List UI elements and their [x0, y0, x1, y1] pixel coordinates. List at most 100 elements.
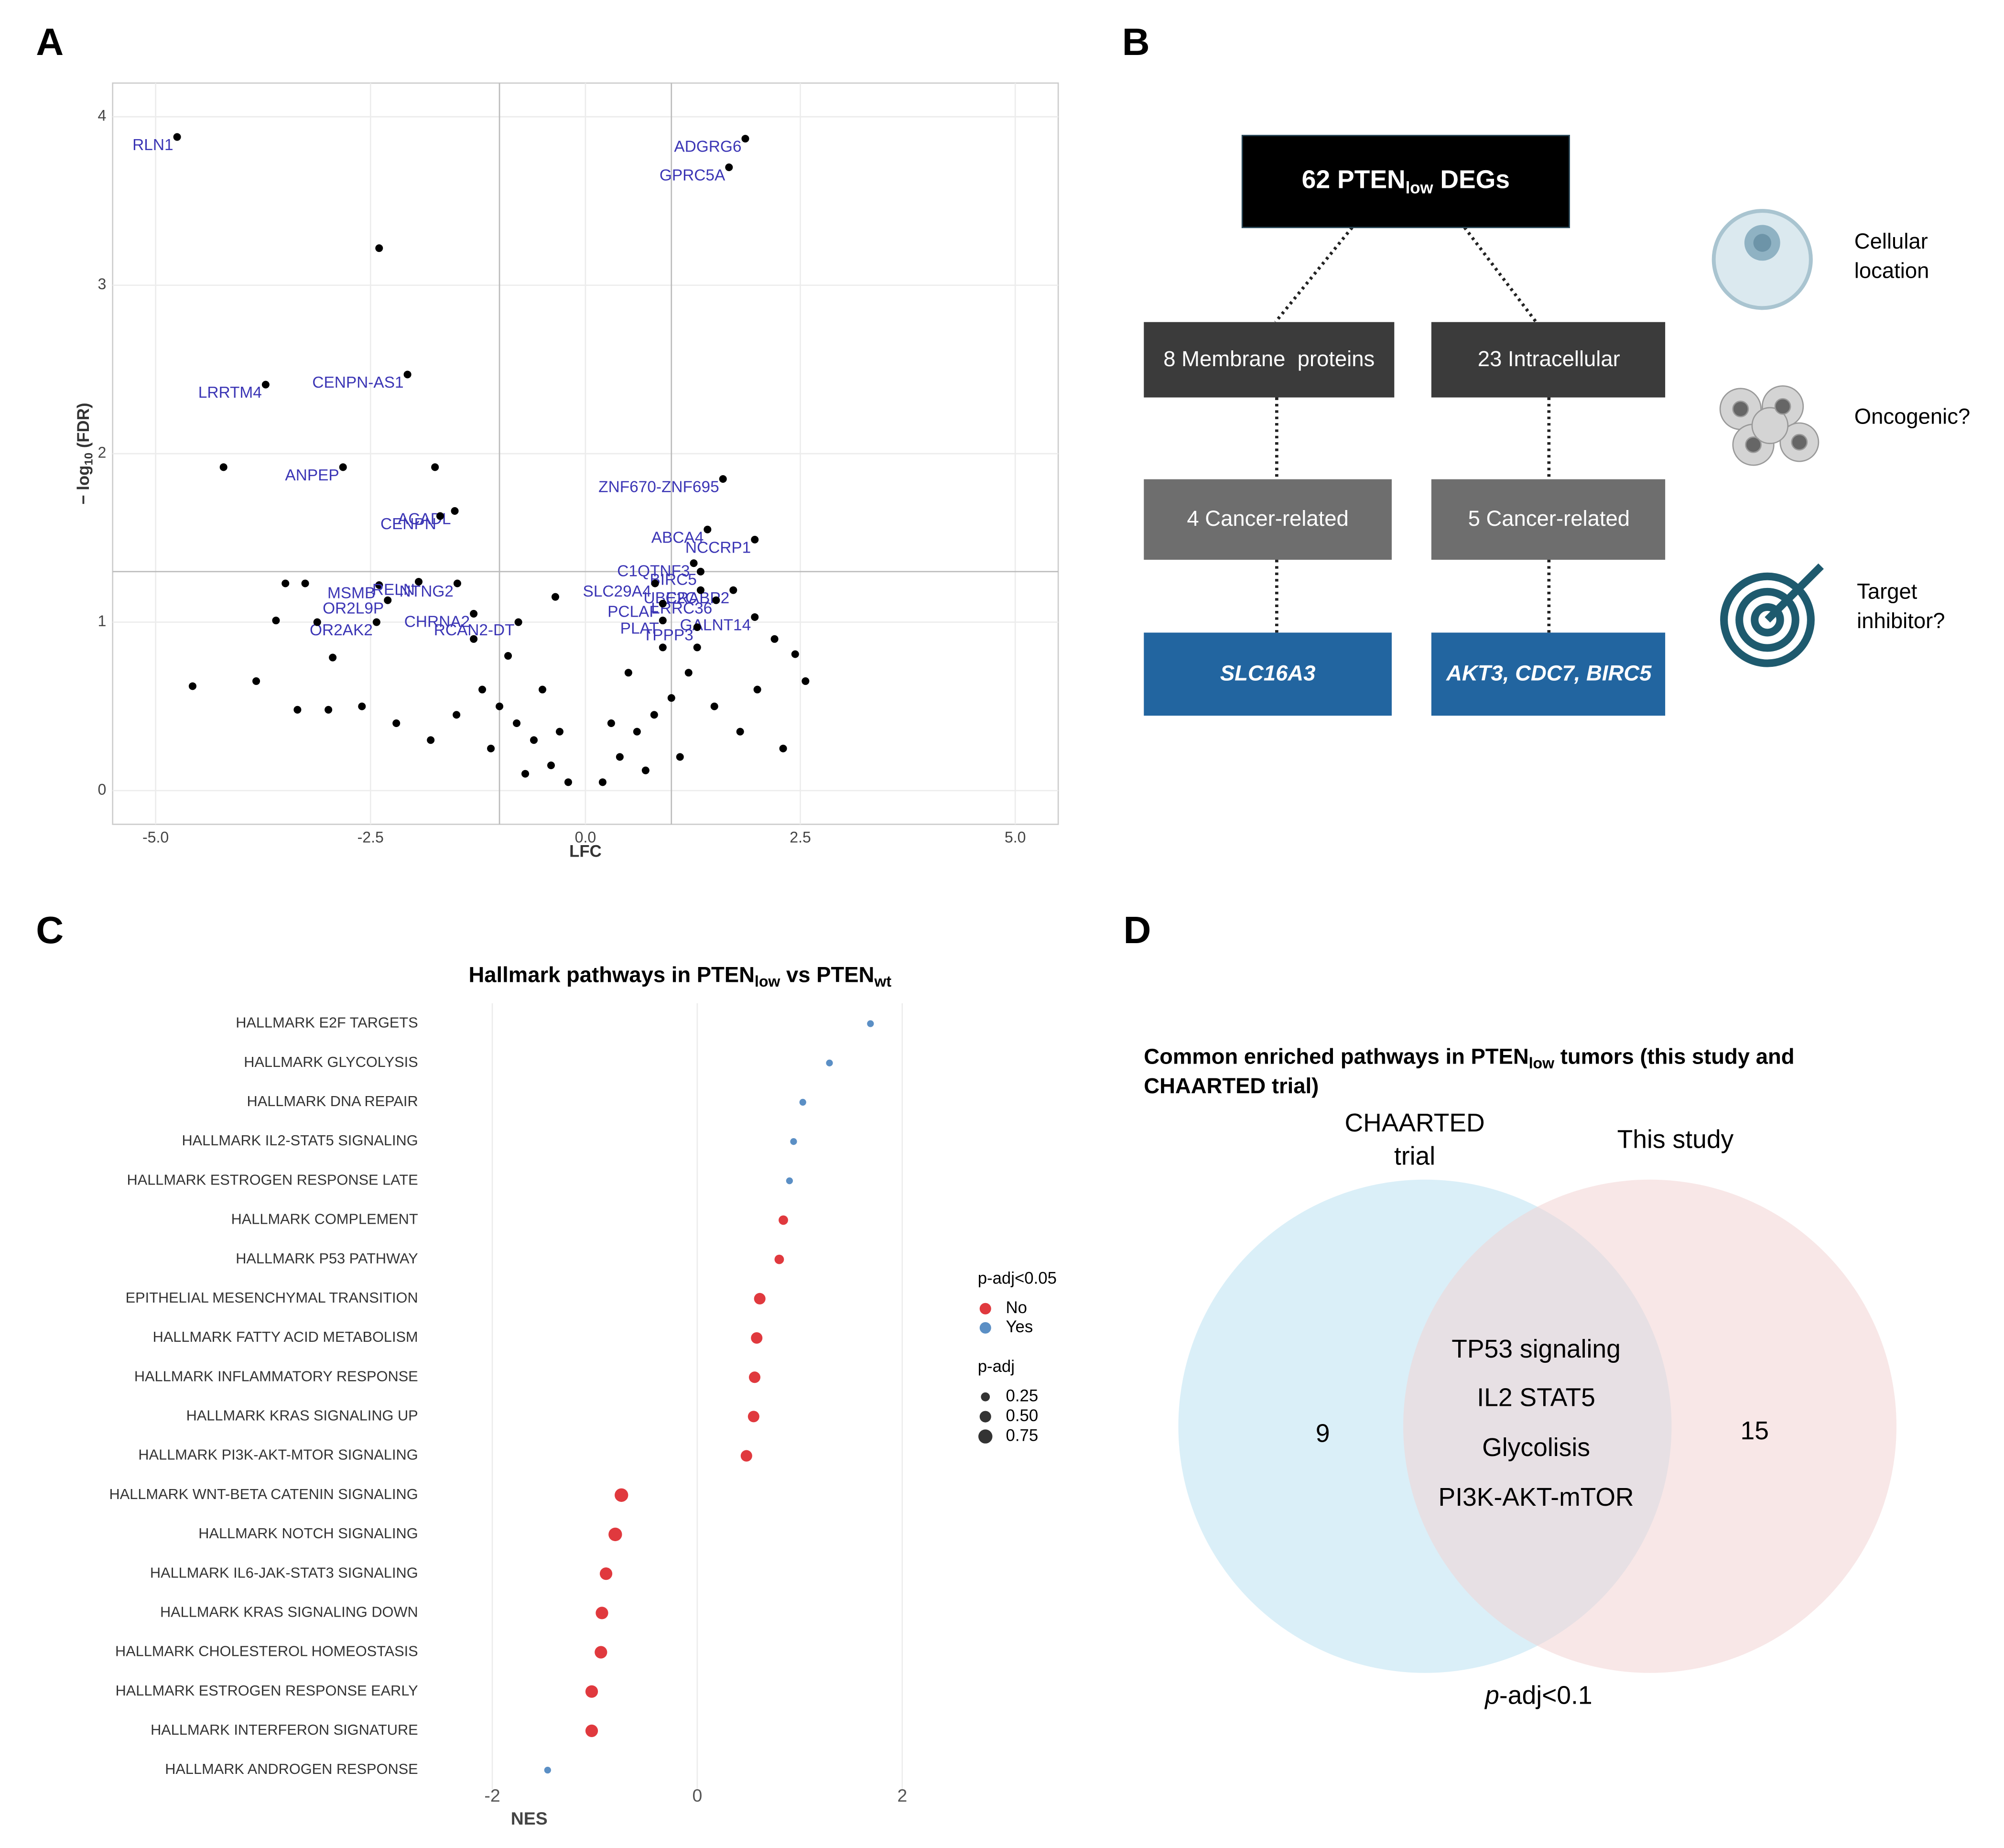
legend-swatch — [979, 1322, 991, 1334]
criterion: Target — [1857, 579, 1917, 604]
x-tick-label: 5.0 — [1005, 828, 1026, 846]
point — [779, 744, 787, 752]
point-label: CENPN — [380, 515, 436, 533]
branch-label: 8 Membrane proteins — [1163, 347, 1375, 371]
point — [339, 463, 347, 471]
y-tick-label: HALLMARK INTERFERON SIGNATURE — [151, 1721, 418, 1738]
point-label: ABCA4 — [651, 529, 704, 546]
legend-swatch — [979, 1303, 991, 1315]
chart-title: Hallmark pathways in PTENlow vs PTENwt — [468, 963, 891, 990]
dot — [867, 1020, 874, 1027]
y-tick-label: HALLMARK FATTY ACID METABOLISM — [153, 1328, 418, 1345]
panel-label: A — [36, 20, 64, 63]
point — [802, 677, 810, 685]
note-text: -adj<0.1 — [1499, 1682, 1592, 1710]
title-text: Common enriched pathways in PTEN — [1144, 1044, 1528, 1069]
point — [530, 736, 538, 744]
root-box — [1241, 135, 1570, 228]
branch-box — [1431, 322, 1666, 398]
point — [470, 635, 478, 643]
target-icon — [1720, 563, 1824, 667]
dot — [774, 1254, 784, 1264]
point — [607, 719, 615, 728]
x-axis-label: NES — [511, 1808, 548, 1828]
note-text: p — [1484, 1682, 1499, 1710]
point — [693, 643, 701, 652]
point-label: RLN1 — [132, 136, 173, 154]
y-tick-label: HALLMARK INFLAMMATORY RESPONSE — [134, 1368, 418, 1384]
y-axis-label-part: (FDR) — [75, 403, 93, 453]
gene-box — [1431, 632, 1666, 716]
point — [725, 163, 733, 172]
point-label: GALNT14 — [680, 617, 751, 634]
legend-size — [981, 1392, 990, 1402]
dot — [799, 1098, 806, 1106]
point — [470, 609, 478, 618]
y-tick-label: 3 — [97, 275, 106, 293]
point — [504, 652, 512, 660]
point — [375, 244, 383, 252]
point — [667, 694, 675, 702]
set-circle — [1403, 1179, 1897, 1673]
point — [684, 669, 693, 677]
dot — [585, 1685, 598, 1698]
y-tick-label: EPITHELIAL MESENCHYMAL TRANSITION — [126, 1289, 418, 1306]
point — [219, 463, 227, 471]
venn-title: CHAARTED trial) — [1144, 1074, 1319, 1098]
cell-icon — [1712, 209, 1813, 310]
y-tick-label: 0 — [97, 781, 106, 798]
point — [791, 650, 799, 658]
point — [696, 586, 704, 594]
point-label: ZNF670-ZNF695 — [598, 478, 719, 496]
dot — [826, 1059, 833, 1066]
x-tick-label: 2 — [897, 1785, 907, 1805]
point — [392, 719, 401, 728]
filter-box — [1431, 479, 1666, 560]
point-label: ANPEP — [285, 467, 339, 484]
point-label: NCCRP1 — [685, 539, 751, 556]
point — [641, 766, 650, 774]
point — [650, 711, 658, 719]
gene-label: AKT3, CDC7, BIRC5 — [1446, 661, 1652, 685]
branch-label: 23 Intracellular — [1478, 347, 1620, 371]
point-label: CHRNA2 — [404, 613, 470, 630]
connectors — [1274, 226, 1551, 633]
dot — [790, 1138, 797, 1145]
point — [453, 579, 461, 587]
gene-label: SLC16A3 — [1220, 661, 1316, 685]
point — [719, 475, 727, 483]
point — [375, 581, 383, 589]
point-label: PCLAF — [607, 603, 659, 620]
point-label: OR2L9P — [323, 599, 384, 617]
criterion: Oncogenic? — [1854, 404, 1971, 428]
venn: Common enriched pathways in PTENlow tumo… — [1144, 1044, 1897, 1710]
point-label: GPRC5A — [660, 167, 726, 185]
legend-label: No — [1006, 1299, 1027, 1317]
dot — [615, 1488, 628, 1502]
y-axis-label-part: − log — [75, 466, 93, 505]
root-subscript: low — [1406, 179, 1434, 197]
point — [173, 133, 181, 141]
point-label: RELN — [372, 581, 415, 599]
legend-label: 0.25 — [1006, 1387, 1039, 1405]
point-label: UBE2C — [643, 589, 696, 607]
y-tick-label: 1 — [97, 612, 106, 630]
point — [272, 617, 280, 625]
point — [693, 623, 701, 631]
point — [261, 380, 270, 389]
legend-label: 0.50 — [1006, 1407, 1039, 1425]
criterion: inhibitor? — [1857, 609, 1945, 633]
y-tick-label: HALLMARK WNT-BETA CATENIN SIGNALING — [109, 1486, 418, 1502]
point — [736, 728, 744, 736]
point — [624, 669, 632, 677]
point — [753, 685, 761, 694]
legend-title: p-adj — [978, 1358, 1015, 1376]
legend-title: p-adj<0.05 — [978, 1269, 1057, 1287]
legend-size — [979, 1411, 991, 1423]
dot — [748, 1371, 760, 1383]
dot — [585, 1724, 598, 1737]
dot — [740, 1450, 752, 1462]
y-tick-label: HALLMARK NOTCH SIGNALING — [198, 1525, 418, 1542]
y-tick-label: HALLMARK KRAS SIGNALING DOWN — [160, 1603, 418, 1620]
